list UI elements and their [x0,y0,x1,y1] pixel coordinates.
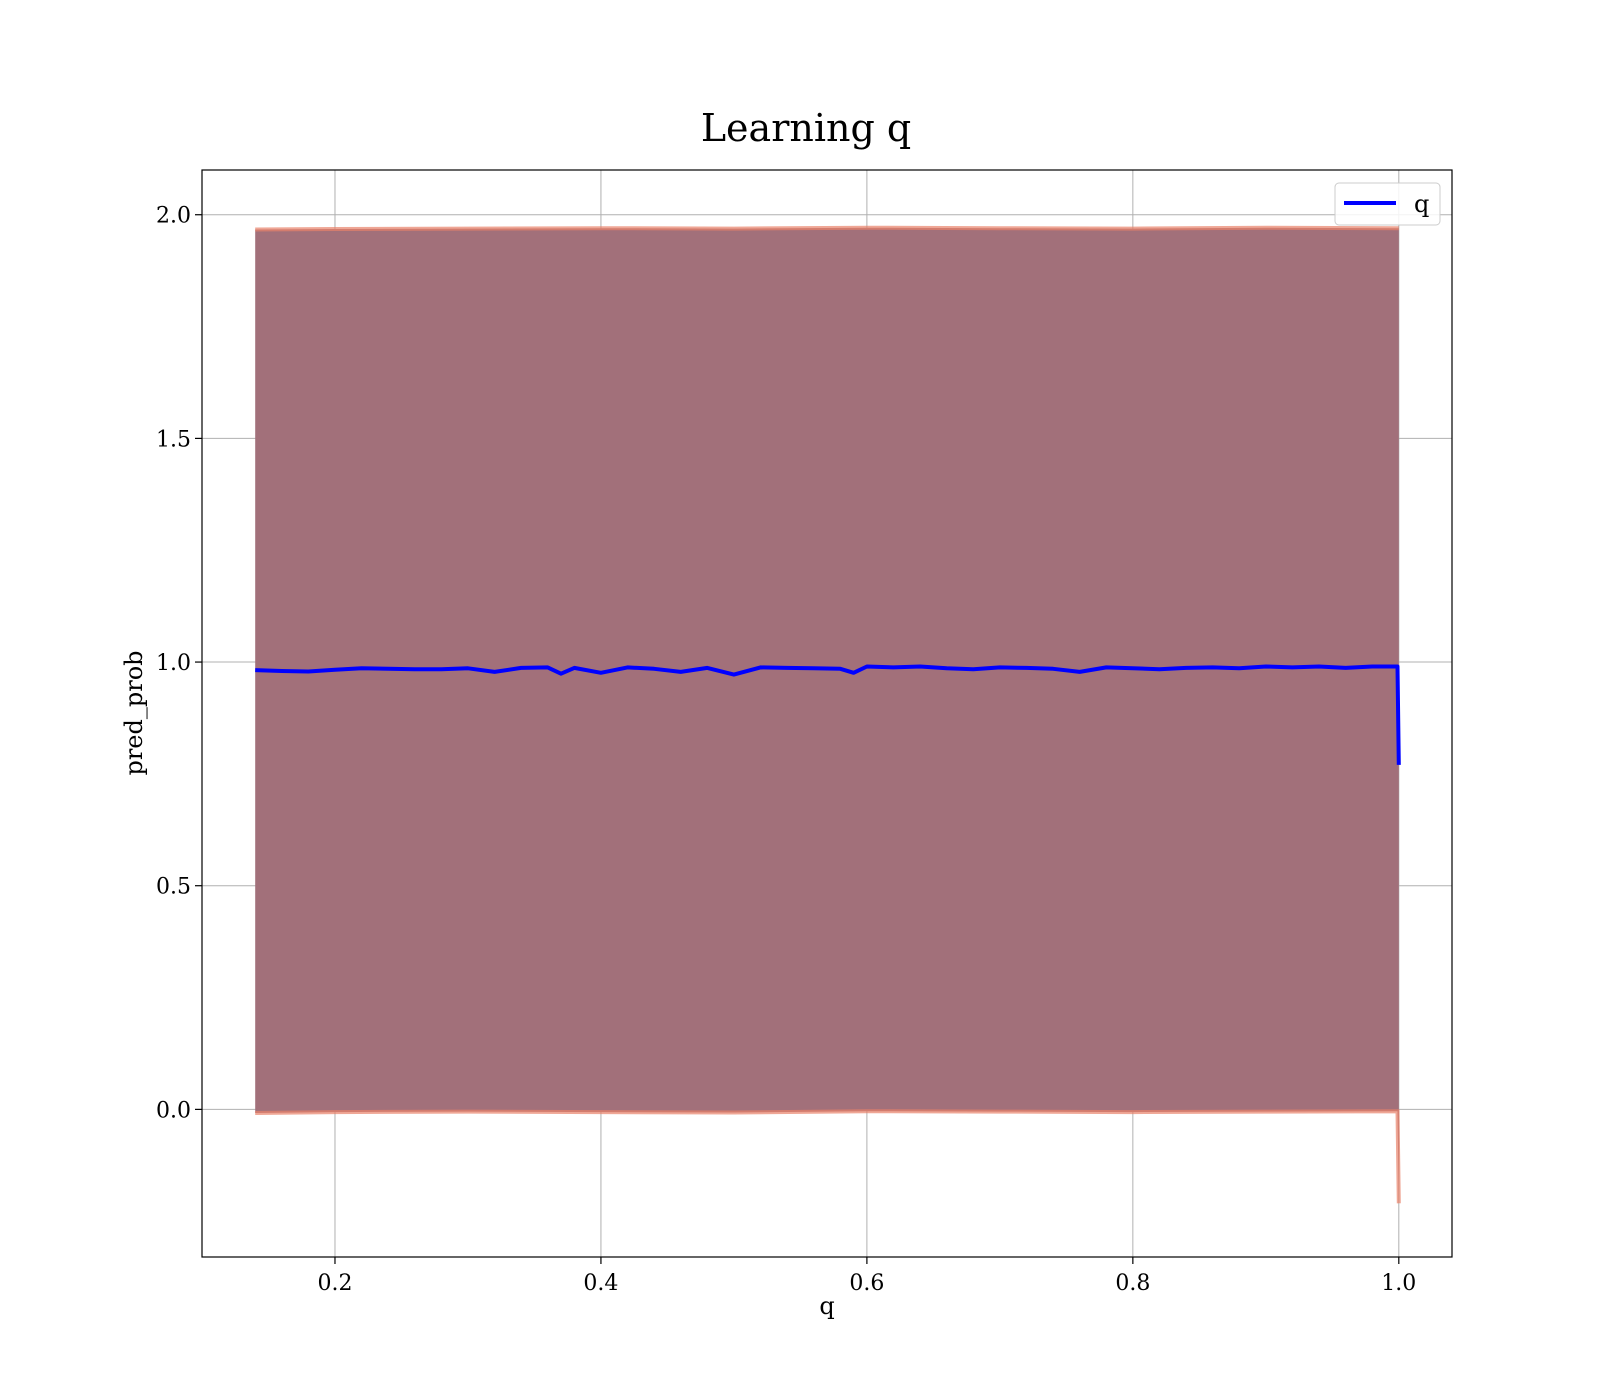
y-tick-label: 1.0 [156,651,191,676]
y-tick-label: 1.5 [156,427,191,452]
x-axis-label: q [819,1292,834,1320]
y-ticks: 0.0 0.5 1.0 1.5 2.0 [156,204,202,1123]
series-line-q [255,664,1401,765]
x-tick-label: 0.4 [583,1271,618,1296]
line-layer [255,664,1401,765]
chart-title: Learning q [701,106,911,150]
band-lower-edge [255,1109,1401,1204]
legend-label: q [1414,190,1429,218]
band-area [255,227,1399,1204]
plot-frame [201,169,1453,1258]
x-ticks: 0.2 0.4 0.6 0.8 1.0 [317,1257,1416,1296]
x-tick-label: 0.2 [317,1271,352,1296]
legend: q [1334,182,1441,226]
band-upper-edge [255,225,1399,232]
x-tick-label: 0.6 [849,1271,884,1296]
band-layer [255,225,1401,1204]
y-tick-label: 2.0 [156,204,191,229]
x-tick-label: 0.8 [1115,1271,1150,1296]
y-tick-label: 0.0 [156,1098,191,1123]
x-tick-label: 1.0 [1381,1271,1416,1296]
y-tick-label: 0.5 [156,875,191,900]
y-axis-label: pred_prob [120,650,148,775]
